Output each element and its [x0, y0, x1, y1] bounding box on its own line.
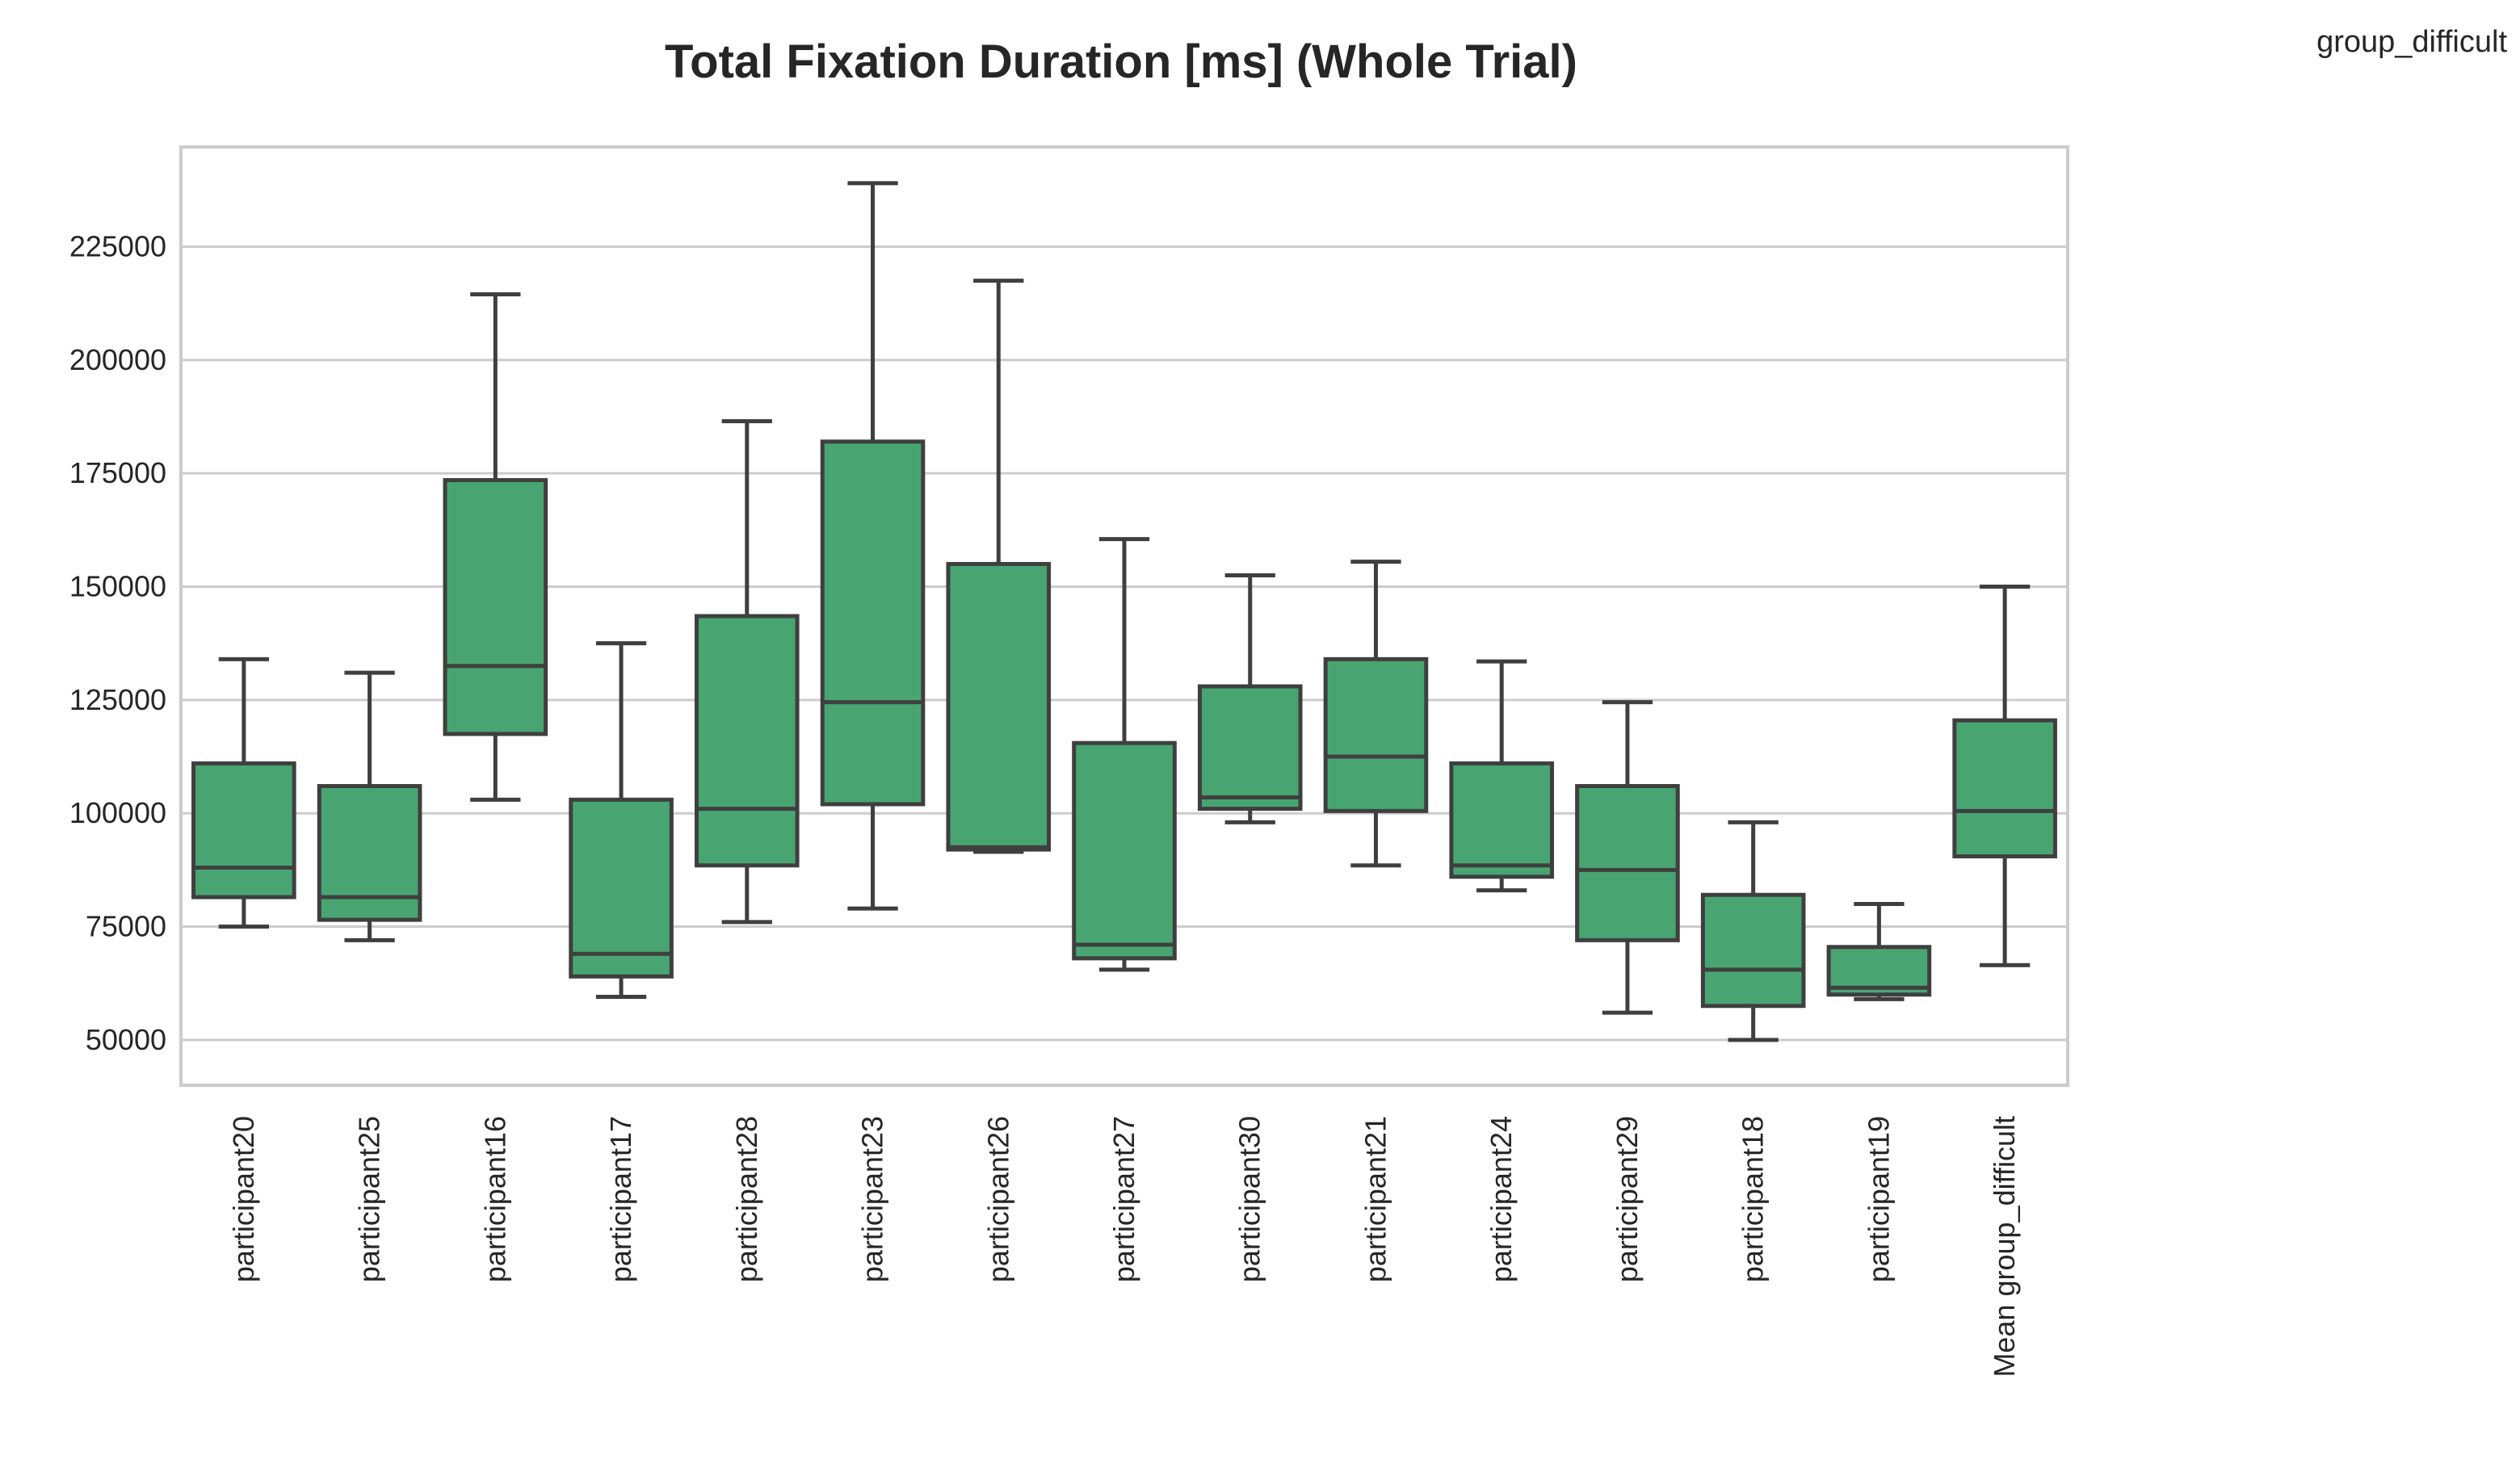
box-participant27: [1072, 537, 1177, 972]
x-tick-label: participant16: [478, 1116, 511, 1282]
box-participant17: [569, 641, 674, 1000]
iqr-box: [443, 478, 548, 736]
box-participant20: [191, 656, 296, 929]
x-tick-label: participant19: [1862, 1116, 1895, 1282]
x-tick-label: participant29: [1611, 1116, 1644, 1282]
box-participant19: [1826, 901, 1932, 1001]
x-tick-label: participant27: [1107, 1116, 1140, 1282]
iqr-box: [1700, 892, 1806, 1009]
iqr-box: [695, 614, 800, 868]
iqr-box: [1449, 761, 1554, 879]
box-participant28: [695, 419, 800, 925]
x-tick-label: participant30: [1233, 1116, 1266, 1282]
y-tick-label: 100000: [69, 796, 166, 829]
y-tick-label: 50000: [86, 1023, 166, 1056]
x-tick-label: participant28: [730, 1116, 763, 1282]
box-participant18: [1700, 820, 1806, 1042]
x-tick-label: participant17: [604, 1116, 637, 1282]
y-tick-label: 200000: [69, 343, 166, 376]
box-participant23: [820, 181, 926, 911]
x-tick-label: participant26: [981, 1116, 1014, 1282]
x-tick-label: participant23: [856, 1116, 889, 1282]
box-participant25: [317, 670, 422, 942]
iqr-box: [946, 561, 1052, 852]
y-tick-label: 75000: [86, 910, 166, 943]
iqr-box: [317, 784, 422, 922]
box-Mean group_difficult: [1952, 585, 2057, 967]
x-tick-label: participant21: [1359, 1116, 1392, 1282]
x-axis: participant20 participant25 participant16 p…: [227, 1116, 2021, 1378]
iqr-box: [569, 797, 674, 979]
x-tick-label: participant18: [1737, 1116, 1770, 1282]
iqr-box: [1072, 740, 1177, 961]
box-participant16: [443, 292, 548, 802]
x-tick-label: participant24: [1485, 1116, 1518, 1282]
y-tick-label: 225000: [69, 229, 166, 262]
y-axis: 50000 75000 100000 125000 150000 175000 200000…: [69, 229, 166, 1055]
x-tick-label: participant20: [227, 1116, 260, 1282]
plot-area-frame: [179, 145, 2069, 1087]
x-tick-label: participant25: [353, 1116, 386, 1282]
y-tick-label: 175000: [69, 456, 166, 489]
chart-title: Total Fixation Duration [ms] (Whole Tria…: [665, 36, 1577, 88]
box-participant24: [1449, 659, 1554, 893]
y-tick-label: 150000: [69, 570, 166, 603]
box-participant21: [1323, 560, 1429, 868]
iqr-box: [191, 761, 296, 900]
iqr-box: [1952, 718, 2057, 859]
legend-label: group_difficult: [2316, 25, 2507, 59]
box-participant30: [1197, 573, 1303, 824]
y-tick-label: 125000: [69, 683, 166, 716]
box-participant29: [1575, 700, 1680, 1015]
box-participant26: [946, 279, 1052, 854]
iqr-box: [1575, 784, 1680, 942]
iqr-box: [1197, 684, 1303, 812]
box-series: [191, 181, 2057, 1042]
iqr-box: [820, 439, 926, 807]
x-tick-label: Mean group_difficult: [1988, 1116, 2021, 1378]
iqr-box: [1323, 656, 1429, 813]
